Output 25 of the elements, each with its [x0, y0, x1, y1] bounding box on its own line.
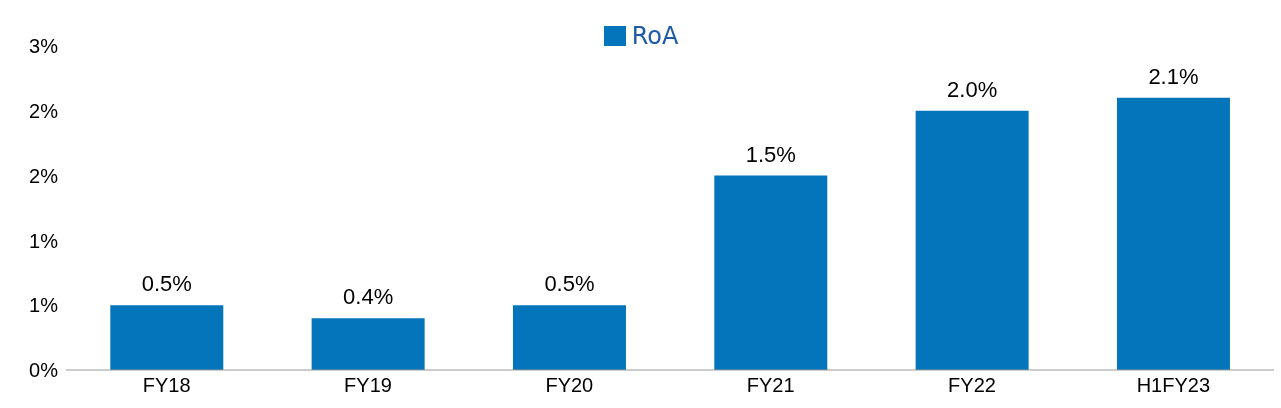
bar — [311, 318, 425, 370]
x-tick-label: FY18 — [142, 374, 191, 397]
y-tick-label: 2% — [29, 164, 59, 187]
bar — [915, 110, 1029, 370]
x-tick-label: FY19 — [344, 374, 392, 397]
data-label: 2.0% — [947, 76, 998, 102]
x-tick-label: FY22 — [948, 374, 996, 397]
y-tick-label: 1% — [29, 229, 59, 252]
bar — [512, 305, 626, 370]
legend-label: RoA — [631, 22, 679, 50]
data-label: 0.4% — [343, 284, 394, 310]
y-tick-label: 0% — [29, 359, 59, 382]
data-label: 0.5% — [544, 271, 595, 297]
y-tick-label: 3% — [29, 35, 59, 58]
bar — [1116, 97, 1230, 370]
y-tick-label: 2% — [29, 99, 59, 122]
x-tick-label: H1FY23 — [1136, 374, 1211, 397]
bar — [714, 175, 828, 370]
bar — [110, 305, 224, 370]
data-label: 1.5% — [745, 141, 796, 167]
x-tick-label: FY20 — [545, 374, 594, 397]
y-tick-label: 1% — [29, 294, 59, 317]
data-label: 0.5% — [141, 271, 192, 297]
x-tick-label: FY21 — [746, 374, 795, 397]
data-label: 2.1% — [1148, 63, 1199, 89]
